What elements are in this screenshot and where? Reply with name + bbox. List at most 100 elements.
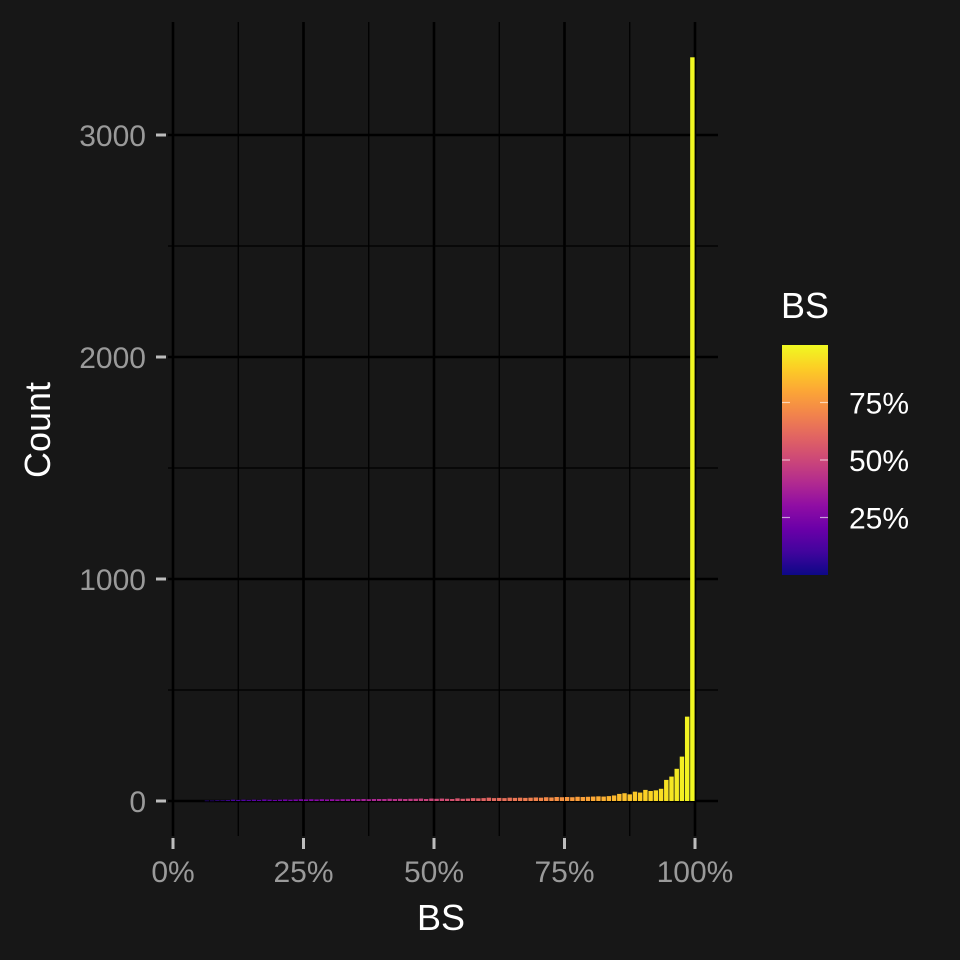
histogram-bar [429,798,434,801]
histogram-bar [664,779,669,801]
histogram-bar [491,798,497,801]
histogram-bar [632,791,638,801]
histogram-bar [246,799,251,801]
histogram-bar [366,799,371,801]
y-axis-title: Count [17,382,58,478]
histogram-bar [392,799,398,801]
histogram-bar [408,798,413,801]
histogram-bar [303,799,309,801]
histogram-bar [627,794,632,801]
histogram-bar [476,798,481,801]
histogram-bar [658,788,664,801]
histogram-bar [533,797,538,801]
histogram-bar [256,799,262,801]
histogram-bar [314,799,319,801]
histogram-bar [298,799,304,801]
histogram-bar [507,797,512,801]
histogram-bar [601,796,606,801]
x-axis: 0% 25% 50% 75% 100% [151,838,733,889]
legend-label: 75% [849,388,909,421]
histogram-bar [679,756,685,801]
histogram-bar [330,799,335,801]
x-tick-label: 75% [534,856,594,889]
legend-label: 25% [849,503,909,536]
histogram-bar [690,57,695,802]
histogram-bar [502,798,507,801]
x-tick-label: 25% [273,856,333,889]
histogram-bar [209,800,215,802]
histogram-bar [356,799,361,801]
histogram-bar [591,796,596,801]
histogram-bars [204,57,695,802]
histogram-bar [549,797,554,801]
x-tick-label: 0% [151,856,194,889]
histogram-bar [538,797,544,801]
histogram-bar [580,797,585,801]
histogram-bar [335,799,340,801]
histogram-bar [481,798,486,801]
histogram-bar [225,800,231,801]
histogram-bar [350,799,356,801]
histogram-bar [423,799,429,801]
histogram-bar [450,799,455,801]
histogram-bar [340,799,345,801]
histogram-bar [643,789,648,801]
histogram-bar [230,799,236,801]
histogram-bar [512,797,518,801]
histogram-bar [439,798,445,801]
histogram-bar [251,799,257,801]
histogram-bar [455,798,460,801]
histogram-bar [262,799,267,801]
histogram-bar [497,797,502,801]
histogram-bar [669,776,674,801]
histogram-bar [622,793,627,801]
histogram-bar [606,796,612,801]
y-tick-label: 0 [129,786,146,819]
histogram-bar [611,795,617,801]
histogram-bar [413,798,418,801]
legend-ticks: 75% 50% 25% [782,388,909,536]
histogram-bar [554,797,559,801]
histogram-bar [528,797,533,801]
histogram-bar [575,796,580,801]
histogram-bar [309,799,314,801]
histogram-bar [564,797,570,801]
histogram-bar [283,799,288,801]
legend-title: BS [781,285,829,326]
histogram-bar [444,798,450,801]
histogram-bar [215,800,220,801]
histogram-bar [387,798,392,801]
histogram-bar [361,799,366,801]
y-tick-label: 2000 [79,342,146,375]
histogram-bar [204,800,210,802]
histogram-bar [470,798,476,801]
histogram-bar [570,797,575,801]
histogram-bar [371,799,377,801]
histogram-bar [403,799,408,801]
color-legend: BS 75% 50% 25% [781,285,909,575]
y-tick-label: 1000 [79,564,146,597]
histogram-bar [517,797,523,801]
histogram-bar [648,791,653,801]
histogram-bar [653,790,659,801]
histogram-bar [674,768,679,801]
histogram-bar [486,797,492,801]
histogram-bar [684,716,690,801]
histogram-bar [596,796,601,801]
histogram-bar [544,797,549,801]
histogram-bar [460,798,465,801]
histogram-bar [220,800,225,801]
histogram-bar [319,799,324,801]
histogram-bar [585,796,591,801]
histogram-bar [293,799,298,801]
histogram-bar [267,799,272,801]
histogram-bar [345,799,351,801]
legend-label: 50% [849,445,909,478]
histogram-bar [559,797,565,801]
histogram-bar [288,799,293,801]
histogram-bar [434,798,439,801]
histogram-bar [277,799,283,801]
x-tick-label: 50% [404,856,464,889]
histogram-bar [382,799,387,801]
